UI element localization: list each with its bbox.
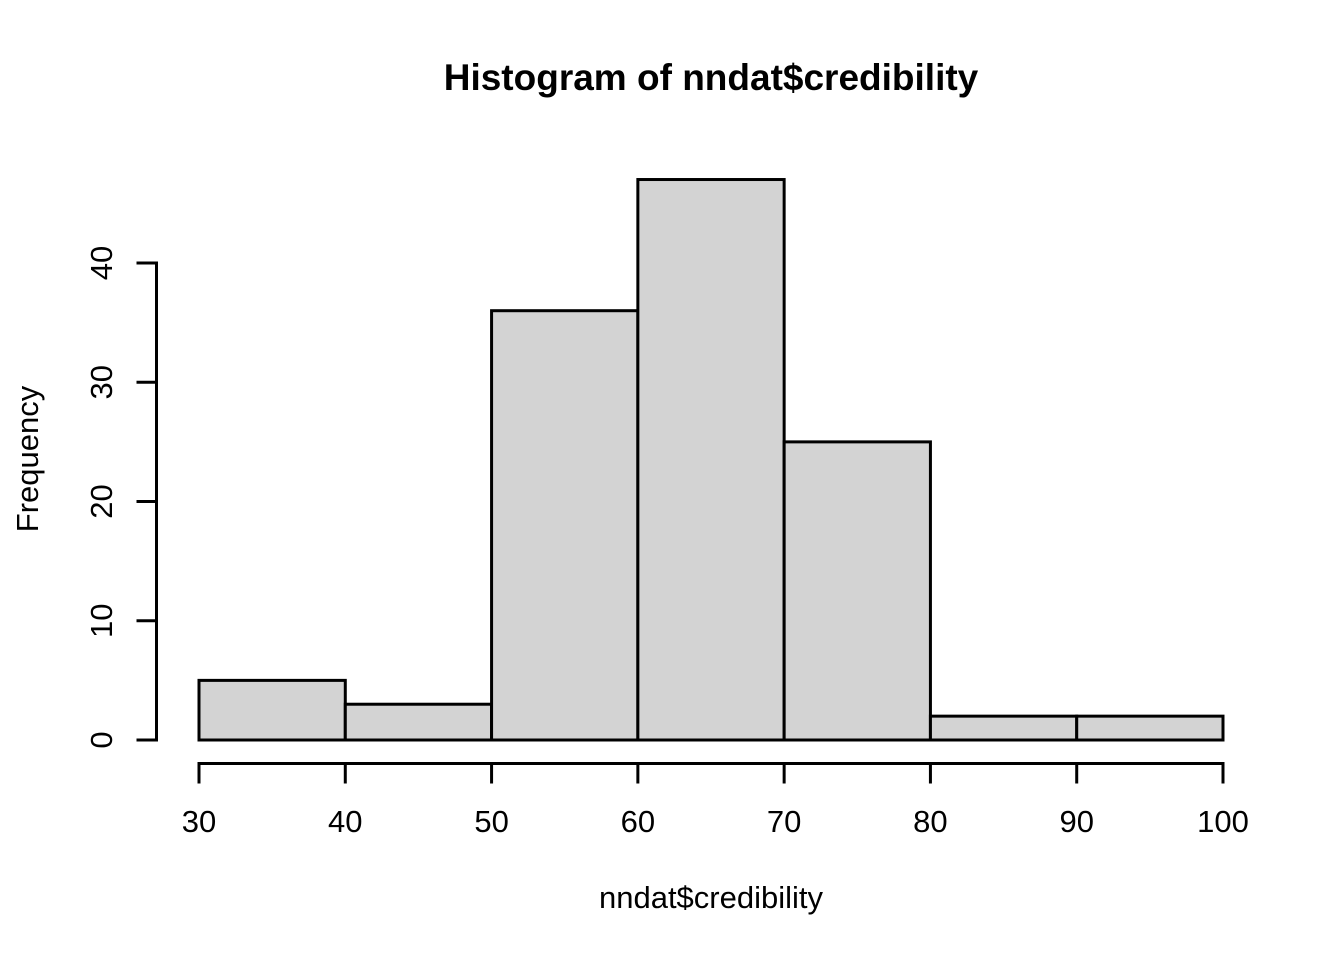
y-tick-label: 0 bbox=[84, 731, 119, 748]
bars-group bbox=[197, 178, 1225, 742]
histogram-bar bbox=[782, 440, 932, 742]
chart-title: Histogram of nndat$credibility bbox=[444, 57, 979, 98]
histogram-bar bbox=[636, 178, 786, 742]
x-tick-label: 40 bbox=[328, 804, 362, 839]
x-tick-label: 60 bbox=[621, 804, 655, 839]
histogram-bar bbox=[928, 714, 1079, 742]
x-tick-label: 80 bbox=[913, 804, 947, 839]
x-tick-label: 30 bbox=[182, 804, 216, 839]
histogram-bar bbox=[197, 678, 347, 742]
histogram-bar bbox=[1075, 714, 1225, 742]
histogram-bar bbox=[343, 702, 494, 742]
y-tick-label: 40 bbox=[84, 246, 119, 280]
y-axis: 0 10 20 30 40 bbox=[84, 246, 158, 749]
y-tick-label: 20 bbox=[84, 484, 119, 518]
y-tick-label: 30 bbox=[84, 365, 119, 399]
x-tick-label: 100 bbox=[1197, 804, 1249, 839]
x-axis: 30 40 50 60 70 80 90 100 bbox=[182, 762, 1249, 839]
x-axis-label: nndat$credibility bbox=[599, 880, 824, 915]
y-tick-label: 10 bbox=[84, 604, 119, 638]
x-tick-label: 50 bbox=[474, 804, 508, 839]
x-tick-label: 70 bbox=[767, 804, 801, 839]
x-tick-label: 90 bbox=[1059, 804, 1093, 839]
histogram-bar bbox=[490, 309, 640, 742]
y-axis-label: Frequency bbox=[10, 385, 45, 532]
